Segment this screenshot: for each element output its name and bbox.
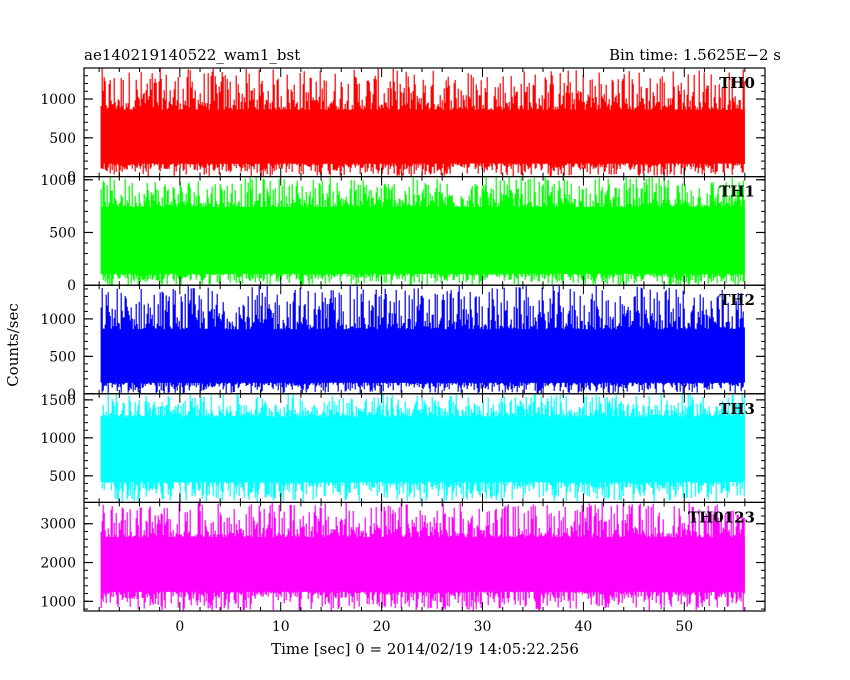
panel-th3: 500 1000 1500 TH3 [40, 393, 766, 503]
y-tick-label: 1000 [40, 312, 76, 328]
bin-time-label: Bin time: 1.5625E−2 s [609, 46, 781, 64]
y-tick-label: 1000 [40, 173, 76, 189]
series-line-th1 [100, 176, 745, 286]
y-tick-label: 0 [67, 170, 76, 186]
y-axis-label: Counts/sec [4, 303, 22, 387]
x-tick-label: 10 [272, 619, 290, 635]
panel-label: TH0 [719, 74, 755, 92]
y-tick-label: 3000 [40, 517, 76, 533]
panels-group: 05001000TH005001000TH105001000TH25001000… [40, 67, 766, 635]
x-axis-label: Time [sec] 0 = 2014/02/19 14:05:22.256 [271, 640, 579, 658]
panel-label: TH3 [719, 400, 755, 418]
y-tick-label: 1000 [40, 92, 76, 108]
panel-frame [83, 501, 766, 612]
panel-label: TH2 [719, 291, 755, 309]
y-tick-label: 1000 [40, 431, 76, 447]
panel-th1: 0 500 1000 TH1 [40, 173, 766, 294]
x-tick-label: 40 [574, 619, 592, 635]
y-tick-label: 1000 [40, 594, 76, 610]
y-tick-label: 500 [49, 131, 76, 147]
panel-th2: 0 500 1000 TH2 [40, 284, 766, 403]
panel-label: TH1 [719, 183, 755, 201]
series-line-th2 [100, 285, 745, 394]
y-tick-label: 500 [49, 469, 76, 485]
y-tick-label: 2000 [40, 556, 76, 572]
y-tick-label: 500 [49, 349, 76, 365]
x-tick-label: 50 [675, 619, 693, 635]
panel-th0: 0 500 1000 TH0 [40, 67, 766, 186]
x-tick-label: 30 [474, 619, 492, 635]
x-tick-label: 0 [175, 619, 184, 635]
y-tick-label: 0 [67, 278, 76, 294]
x-tick-label: 20 [373, 619, 391, 635]
panel-label: TH0123 [688, 508, 755, 526]
panel-th0123: 1000 2000 3000 TH0123 [40, 501, 766, 612]
y-tick-label: 500 [49, 225, 76, 241]
series-line-th0 [100, 68, 745, 177]
series-line-th3 [100, 393, 745, 503]
series-line-th0123 [100, 502, 745, 611]
y-tick-label: 0 [67, 387, 76, 403]
chart-title: ae140219140522_wam1_bst [84, 46, 300, 64]
y-tick-label: 1500 [40, 393, 76, 409]
